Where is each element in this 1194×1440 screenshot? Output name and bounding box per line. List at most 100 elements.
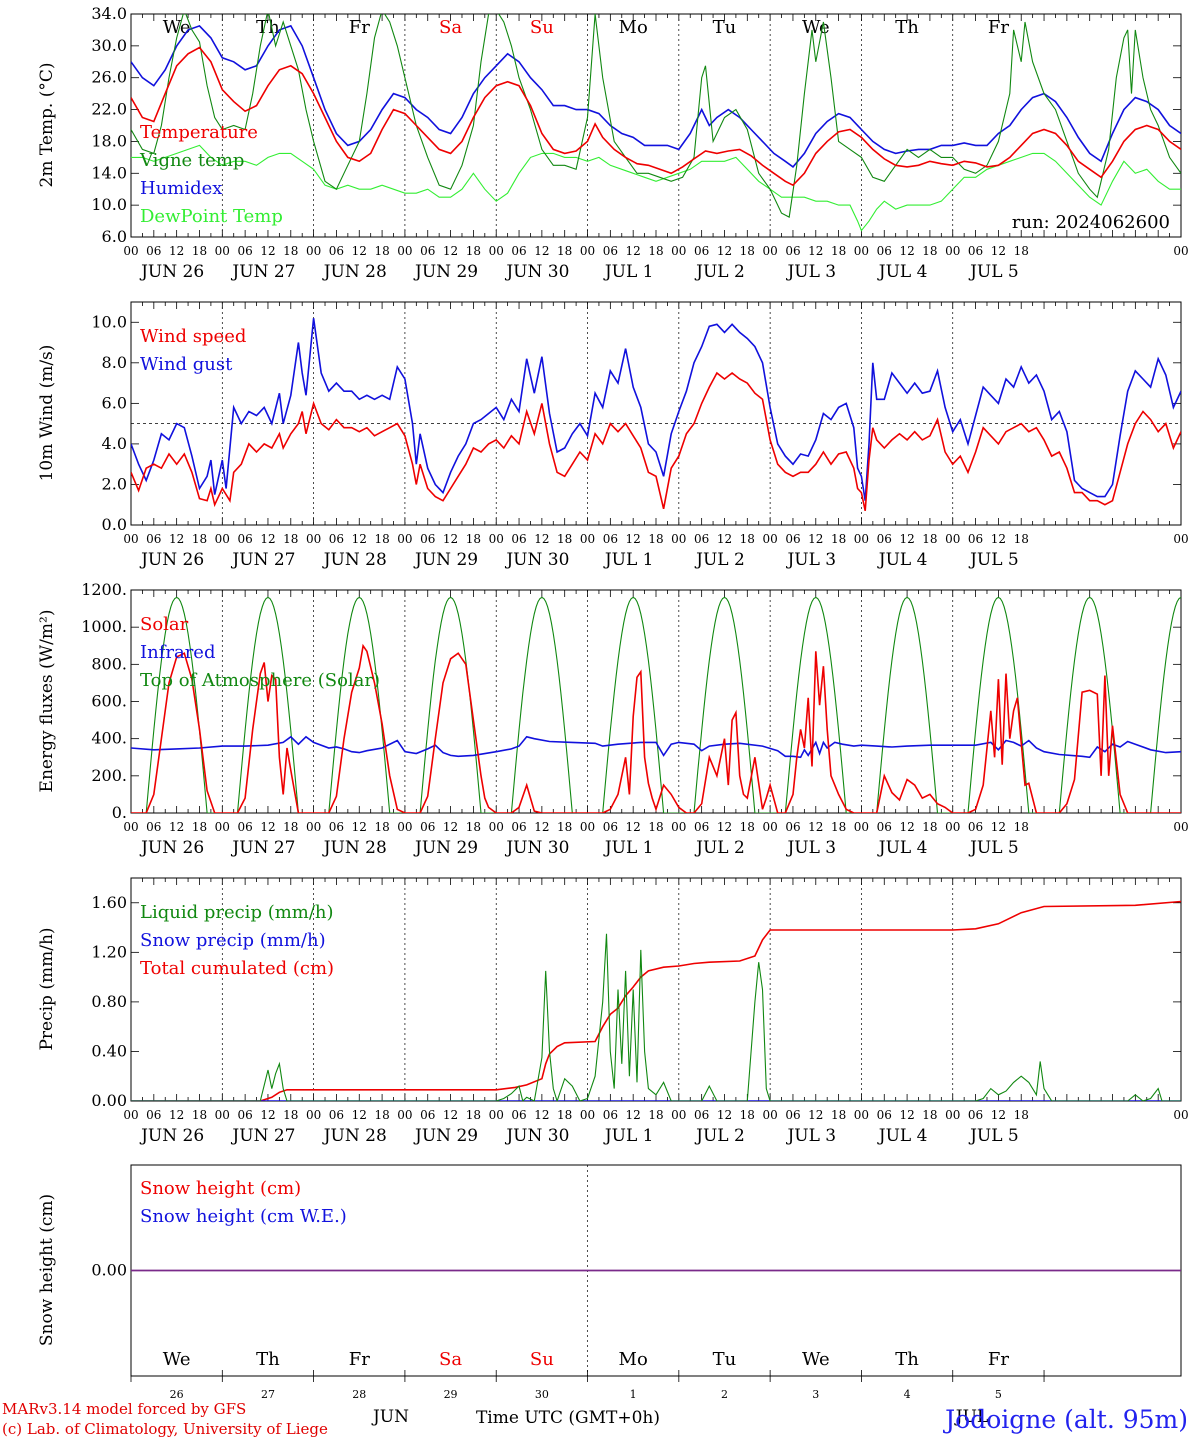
- hour-label: 18: [557, 244, 572, 258]
- weekday-label: Th: [256, 1349, 280, 1370]
- hour-label: 12: [717, 532, 732, 546]
- date-label: JUL 3: [785, 262, 836, 282]
- hour-label: 12: [626, 1108, 641, 1122]
- hour-label: 00: [215, 1108, 230, 1122]
- date-label: JUL 4: [877, 550, 928, 570]
- hour-label: 06: [877, 1108, 892, 1122]
- date-label: JUN 27: [230, 262, 295, 282]
- day-number: 3: [812, 1388, 819, 1401]
- date-label: JUL 1: [603, 838, 654, 858]
- series-line-top-of-atmosphere-solar-: [131, 596, 1181, 813]
- hour-label: 18: [283, 244, 298, 258]
- date-label: JUN 29: [413, 1126, 478, 1146]
- legend-snow-height-cm-w-e-: Snow height (cm W.E.): [140, 1206, 347, 1227]
- hour-label: 18: [283, 1108, 298, 1122]
- run-label: run: 2024062600: [1012, 212, 1170, 233]
- hour-label: 18: [1014, 532, 1029, 546]
- hour-label: 06: [785, 244, 800, 258]
- hour-label: 12: [534, 1108, 549, 1122]
- hour-label: 18: [557, 820, 572, 834]
- hour-label: 06: [603, 820, 618, 834]
- hour-label: 18: [283, 820, 298, 834]
- hour-label: 18: [192, 244, 207, 258]
- station-name: Jodoigne (alt. 95m): [942, 1405, 1188, 1434]
- hour-label: 18: [1014, 244, 1029, 258]
- y-tick-label: 1000.: [81, 617, 127, 636]
- y-tick-label: 18.0: [91, 131, 127, 150]
- hour-label: 00: [945, 532, 960, 546]
- hour-label: 06: [694, 1108, 709, 1122]
- hour-label: 12: [626, 820, 641, 834]
- series-line-liquid-precip-mm-h-: [131, 933, 1181, 1101]
- date-label: JUN 29: [413, 262, 478, 282]
- day-number: 5: [995, 1388, 1002, 1401]
- date-label: JUL 5: [968, 838, 1019, 858]
- hour-label: 12: [352, 820, 367, 834]
- hour-label: 00: [762, 532, 777, 546]
- series-line-wind-speed: [131, 371, 1181, 511]
- hour-label: 00: [762, 820, 777, 834]
- hour-label: 00: [762, 244, 777, 258]
- hour-label: 12: [169, 820, 184, 834]
- hour-label: 06: [420, 1108, 435, 1122]
- hour-label: 12: [991, 1108, 1006, 1122]
- weekday-label: Mo: [619, 17, 648, 38]
- y-tick-label: 22.0: [91, 100, 127, 119]
- hour-label: 06: [237, 1108, 252, 1122]
- legend-solar: Solar: [140, 614, 189, 635]
- weekday-label: Tu: [713, 1349, 737, 1370]
- weekday-label: Th: [895, 17, 919, 38]
- lab-credit: (c) Lab. of Climatology, University of L…: [2, 1420, 328, 1438]
- hour-label: 12: [443, 1108, 458, 1122]
- hour-label: 06: [877, 244, 892, 258]
- hour-label: 00: [762, 1108, 777, 1122]
- series-group: [131, 318, 1181, 511]
- weekday-label: Fr: [988, 1349, 1009, 1370]
- hour-label: 12: [169, 1108, 184, 1122]
- month-label-jun: JUN: [371, 1407, 409, 1427]
- date-label: JUL 2: [694, 262, 745, 282]
- day-number: 28: [352, 1388, 366, 1401]
- hour-label: 18: [466, 820, 481, 834]
- hour-label: 18: [740, 244, 755, 258]
- weekday-label: Fr: [349, 17, 370, 38]
- weekday-label: We: [802, 1349, 830, 1370]
- y-tick-label: 6.0: [102, 227, 127, 246]
- hour-label: 00: [306, 244, 321, 258]
- y-tick-label: 0.0: [102, 515, 127, 534]
- date-label: JUL 3: [785, 1126, 836, 1146]
- hour-label: 00: [123, 1108, 138, 1122]
- hour-label: 00: [854, 532, 869, 546]
- series-line-dewpoint-temp: [131, 144, 1181, 232]
- hour-label: 00: [671, 820, 686, 834]
- hour-label: 12: [534, 820, 549, 834]
- hour-label: 12: [169, 532, 184, 546]
- weekday-label: Th: [895, 1349, 919, 1370]
- hour-label: 12: [808, 820, 823, 834]
- series-line-temperature: [131, 46, 1181, 187]
- date-label: JUL 1: [603, 1126, 654, 1146]
- y-tick-label: 2.0: [102, 474, 127, 493]
- hour-label: 06: [329, 532, 344, 546]
- hour-label: 06: [968, 532, 983, 546]
- legend-total-cumulated-cm-: Total cumulated (cm): [140, 958, 334, 979]
- hour-label: 18: [922, 820, 937, 834]
- hour-label: 06: [511, 532, 526, 546]
- hour-label: 18: [374, 244, 389, 258]
- hour-label: 12: [534, 532, 549, 546]
- hour-label: 12: [991, 820, 1006, 834]
- date-label: JUL 2: [694, 1126, 745, 1146]
- hour-label: 12: [534, 244, 549, 258]
- hour-label: 12: [352, 1108, 367, 1122]
- hour-label: 00: [580, 820, 595, 834]
- y-tick-label: 0.40: [91, 1041, 127, 1060]
- hour-label: 06: [603, 1108, 618, 1122]
- hour-label: 06: [785, 820, 800, 834]
- y-tick-label: 10.0: [91, 195, 127, 214]
- y-tick-label: 0.: [112, 803, 127, 822]
- hour-label: 06: [694, 244, 709, 258]
- hour-label: 12: [899, 532, 914, 546]
- time-axis-label: Time UTC (GMT+0h): [476, 1408, 660, 1428]
- weekday-label: Su: [530, 17, 554, 38]
- y-tick-label: 0.80: [91, 992, 127, 1011]
